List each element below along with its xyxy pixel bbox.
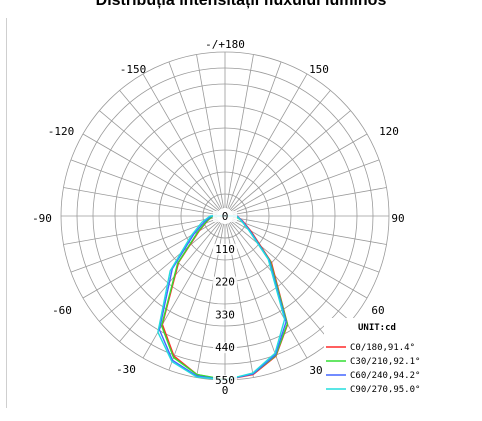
grid-spoke [228, 73, 308, 210]
grid-spoke [142, 222, 222, 359]
angle-tick-label: -60 [52, 304, 72, 317]
legend: UNIT:cd C0/180,91.4° C30/210,92.1° C60/240,… [324, 318, 458, 412]
grid-spoke [232, 159, 380, 214]
grid-spoke [232, 216, 387, 245]
grid-spoke [230, 110, 351, 212]
grid-spoke [99, 220, 220, 322]
grid-spoke [230, 220, 351, 322]
grid-spoke [231, 133, 368, 213]
angle-tick-label: 0 [222, 384, 229, 397]
grid-spoke [228, 222, 308, 359]
radial-tick-bg [213, 309, 237, 321]
radial-tick-label: 110 [215, 243, 235, 256]
series-layer [157, 215, 289, 381]
grid-spoke [232, 187, 387, 216]
angle-tick-label: 30 [309, 364, 322, 377]
grid-spoke [70, 218, 218, 273]
grid-spoke [119, 90, 221, 211]
grid-spoke [225, 54, 254, 209]
legend-entry-3: C90/270,95.0° [350, 385, 420, 395]
angle-tick-label: 150 [309, 63, 329, 76]
radial-tick-label: 440 [215, 341, 235, 354]
grid-spoke [63, 216, 218, 245]
frame-left-border [6, 18, 7, 408]
legend-bg [324, 318, 456, 396]
angle-tick-label: -90 [32, 212, 52, 225]
angle-tick-label: 90 [391, 212, 404, 225]
legend-entry-1: C30/210,92.1° [350, 357, 420, 367]
angle-tick-label: -150 [120, 63, 147, 76]
radial-tick-label: 330 [215, 308, 235, 321]
grid-spoke [82, 133, 219, 213]
grid-spoke [63, 187, 218, 216]
series-line-3 [157, 215, 286, 381]
angle-tick-label: 120 [379, 125, 399, 138]
chart-title: Distribuția intensității fluxului lumino… [95, 0, 387, 9]
radial-tick-bg [213, 375, 237, 386]
grid-spoke [229, 221, 331, 342]
radial-tick-bg [213, 342, 237, 354]
radial-tick-label: 0 [222, 210, 229, 223]
grid-spoke [232, 218, 380, 273]
radial-tick-label: 550 [215, 374, 235, 387]
radial-tick-bg [213, 276, 237, 288]
grid-spoke [99, 110, 220, 212]
tick-labels: -/+180 -150 150 -120 120 -90 90 -60 60 -30 30 0 0 110… [32, 38, 405, 397]
legend-entry-0: C0/180,91.4° [350, 343, 415, 353]
angle-tick-label: -/+180 [205, 38, 245, 51]
grid-spoke [196, 54, 225, 209]
legend-clip [324, 392, 458, 412]
grid-spoke [229, 90, 331, 211]
angle-tick-label: -120 [48, 125, 75, 138]
angle-tick-label: -30 [116, 363, 136, 376]
legend-unit: UNIT:cd [358, 323, 396, 333]
grid-spoke [227, 61, 282, 209]
angle-tick-label: 60 [371, 304, 384, 317]
radial-tick-label: 220 [215, 276, 235, 289]
radial-tick-bg [213, 243, 237, 255]
grid-spoke [231, 219, 368, 299]
radial-tick-bg [213, 211, 237, 222]
series-line-1 [160, 215, 288, 381]
grid-spoke [168, 61, 223, 209]
grid-spoke [142, 73, 222, 210]
grid-spoke [70, 159, 218, 214]
legend-entry-2: C60/240,94.2° [350, 371, 420, 381]
